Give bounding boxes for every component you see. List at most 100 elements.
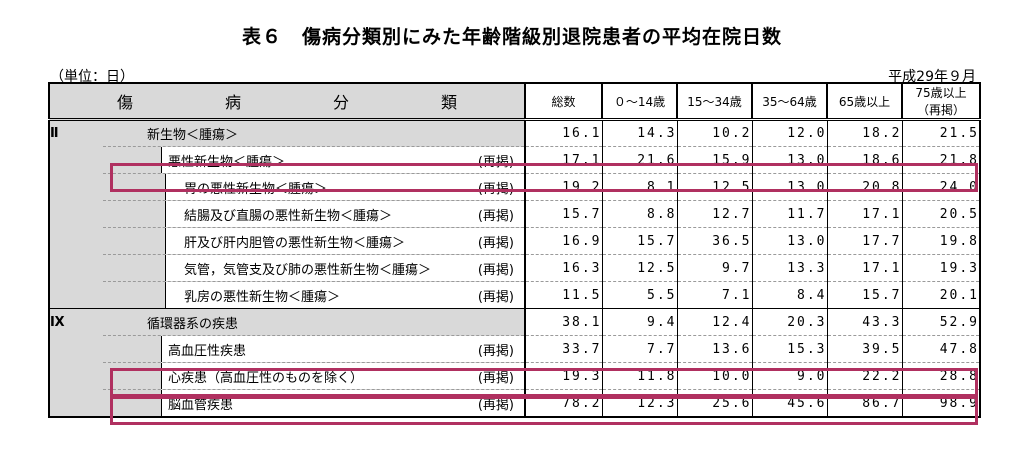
header-age-75-plus: 75歳以上 （再掲）: [901, 82, 982, 121]
group-code: [48, 389, 103, 418]
header-row: 傷 病 分 類 総数 ０～14歳 15～34歳 35～64歳 65歳以上 75歳…: [47, 82, 982, 121]
value-0-14: 8.1: [602, 173, 678, 201]
row-name-cell: 新生物＜腫瘍＞: [103, 119, 527, 147]
header-age-15-34: 15～34歳: [676, 82, 754, 121]
value-75-plus: 28.8: [902, 362, 982, 390]
value-total: 38.1: [525, 308, 603, 336]
value-0-14: 7.7: [602, 335, 678, 363]
value-total: 15.7: [525, 200, 603, 228]
group-code: [48, 362, 103, 390]
value-35-64: 8.4: [752, 281, 828, 309]
value-35-64: 13.0: [752, 146, 828, 174]
value-65-plus: 43.3: [827, 308, 903, 336]
group-code: [48, 254, 103, 282]
value-15-34: 10.2: [677, 119, 753, 147]
row-name-cell: 気管，気管支及び肺の悪性新生物＜腫瘍＞ (再掲): [103, 254, 527, 282]
group-code: [48, 335, 103, 363]
value-15-34: 9.7: [677, 254, 753, 282]
table-row: 胃の悪性新生物＜腫瘍＞ (再掲) 19.2 8.1 12.5 13.0 20.8 …: [48, 173, 982, 201]
group-code: [48, 281, 103, 309]
value-0-14: 9.4: [602, 308, 678, 336]
row-name-cell: 胃の悪性新生物＜腫瘍＞ (再掲): [103, 173, 527, 201]
value-65-plus: 17.7: [827, 227, 903, 255]
row-name: 脳血管疾患: [168, 397, 234, 413]
data-table: 傷 病 分 類 総数 ０～14歳 15～34歳 35～64歳 65歳以上 75歳…: [47, 82, 982, 418]
group-code: Ⅸ: [48, 308, 103, 336]
row-tag: (再掲): [477, 262, 515, 278]
row-tag: (再掲): [477, 343, 515, 359]
value-15-34: 10.0: [677, 362, 753, 390]
value-total: 11.5: [525, 281, 603, 309]
value-75-plus: 19.3: [902, 254, 982, 282]
table-row: 気管，気管支及び肺の悪性新生物＜腫瘍＞ (再掲) 16.3 12.5 9.7 13…: [48, 254, 982, 282]
group-code: [48, 200, 103, 228]
value-15-34: 12.7: [677, 200, 753, 228]
value-35-64: 13.3: [752, 254, 828, 282]
value-total: 19.3: [525, 362, 603, 390]
header-age-35-64: 35～64歳: [751, 82, 829, 121]
row-tag: (再掲): [477, 208, 515, 224]
value-35-64: 9.0: [752, 362, 828, 390]
page-title: 表６ 傷病分類別にみた年齢階級別退院患者の平均在院日数: [241, 26, 782, 48]
table-row: Ⅸ 循環器系の疾患 38.1 9.4 12.4 20.3 43.3 52.9: [48, 308, 982, 336]
value-75-plus: 52.9: [902, 308, 982, 336]
table-row: 心疾患（高血圧性のものを除く） (再掲) 19.3 11.8 10.0 9.0 2…: [48, 362, 982, 390]
row-tag: (再掲): [477, 289, 515, 305]
value-0-14: 12.5: [602, 254, 678, 282]
header-category: 傷 病 分 類: [47, 82, 527, 121]
row-name-cell: 肝及び肝内胆管の悪性新生物＜腫瘍＞ (再掲): [103, 227, 527, 255]
value-75-plus: 47.8: [902, 335, 982, 363]
value-0-14: 12.3: [602, 389, 678, 418]
value-35-64: 13.0: [752, 227, 828, 255]
header-total: 総数: [524, 82, 604, 121]
table-row: 高血圧性疾患 (再掲) 33.7 7.7 13.6 15.3 39.5 47.8: [48, 335, 982, 363]
group-code: Ⅱ: [48, 119, 103, 147]
value-total: 16.9: [525, 227, 603, 255]
value-0-14: 8.8: [602, 200, 678, 228]
table-row: Ⅱ 新生物＜腫瘍＞ 16.1 14.3 10.2 12.0 18.2 21.5: [48, 119, 982, 147]
header-age-0-14: ０～14歳: [601, 82, 679, 121]
row-name: 循環器系の疾患: [147, 316, 239, 332]
value-35-64: 13.0: [752, 173, 828, 201]
value-35-64: 11.7: [752, 200, 828, 228]
value-75-plus: 20.1: [902, 281, 982, 309]
row-tag: (再掲): [477, 370, 515, 386]
header-age-75-label: 75歳以上: [915, 86, 967, 100]
value-15-34: 7.1: [677, 281, 753, 309]
value-0-14: 11.8: [602, 362, 678, 390]
unit-label: （単位：日）: [50, 69, 134, 85]
group-code: [48, 227, 103, 255]
row-tag: (再掲): [477, 235, 515, 251]
value-15-34: 12.5: [677, 173, 753, 201]
value-15-34: 12.4: [677, 308, 753, 336]
value-75-plus: 24.0: [902, 173, 982, 201]
row-name-cell: 循環器系の疾患: [103, 308, 527, 336]
header-age-65-plus: 65歳以上: [826, 82, 904, 121]
value-0-14: 15.7: [602, 227, 678, 255]
row-name: 乳房の悪性新生物＜腫瘍＞: [184, 289, 341, 305]
header-age-75-note: （再掲）: [917, 103, 966, 117]
value-75-plus: 21.8: [902, 146, 982, 174]
table-row: 肝及び肝内胆管の悪性新生物＜腫瘍＞ (再掲) 16.9 15.7 36.5 13.…: [48, 227, 982, 255]
value-65-plus: 20.8: [827, 173, 903, 201]
value-total: 78.2: [525, 389, 603, 418]
value-65-plus: 18.6: [827, 146, 903, 174]
row-name: 結腸及び直腸の悪性新生物＜腫瘍＞: [184, 208, 393, 224]
value-35-64: 12.0: [752, 119, 828, 147]
row-tag: (再掲): [477, 397, 515, 413]
value-65-plus: 15.7: [827, 281, 903, 309]
value-75-plus: 98.9: [902, 389, 982, 418]
row-name: 悪性新生物＜腫瘍＞: [168, 154, 286, 170]
group-code: [48, 173, 103, 201]
row-name: 新生物＜腫瘍＞: [147, 128, 239, 143]
row-name: 肝及び肝内胆管の悪性新生物＜腫瘍＞: [184, 235, 406, 251]
value-65-plus: 22.2: [827, 362, 903, 390]
value-65-plus: 39.5: [827, 335, 903, 363]
row-tag: (再掲): [477, 154, 515, 170]
value-75-plus: 21.5: [902, 119, 982, 147]
value-total: 16.3: [525, 254, 603, 282]
value-65-plus: 86.7: [827, 389, 903, 418]
row-name: 気管，気管支及び肺の悪性新生物＜腫瘍＞: [184, 262, 432, 278]
row-name-cell: 結腸及び直腸の悪性新生物＜腫瘍＞ (再掲): [103, 200, 527, 228]
value-35-64: 20.3: [752, 308, 828, 336]
